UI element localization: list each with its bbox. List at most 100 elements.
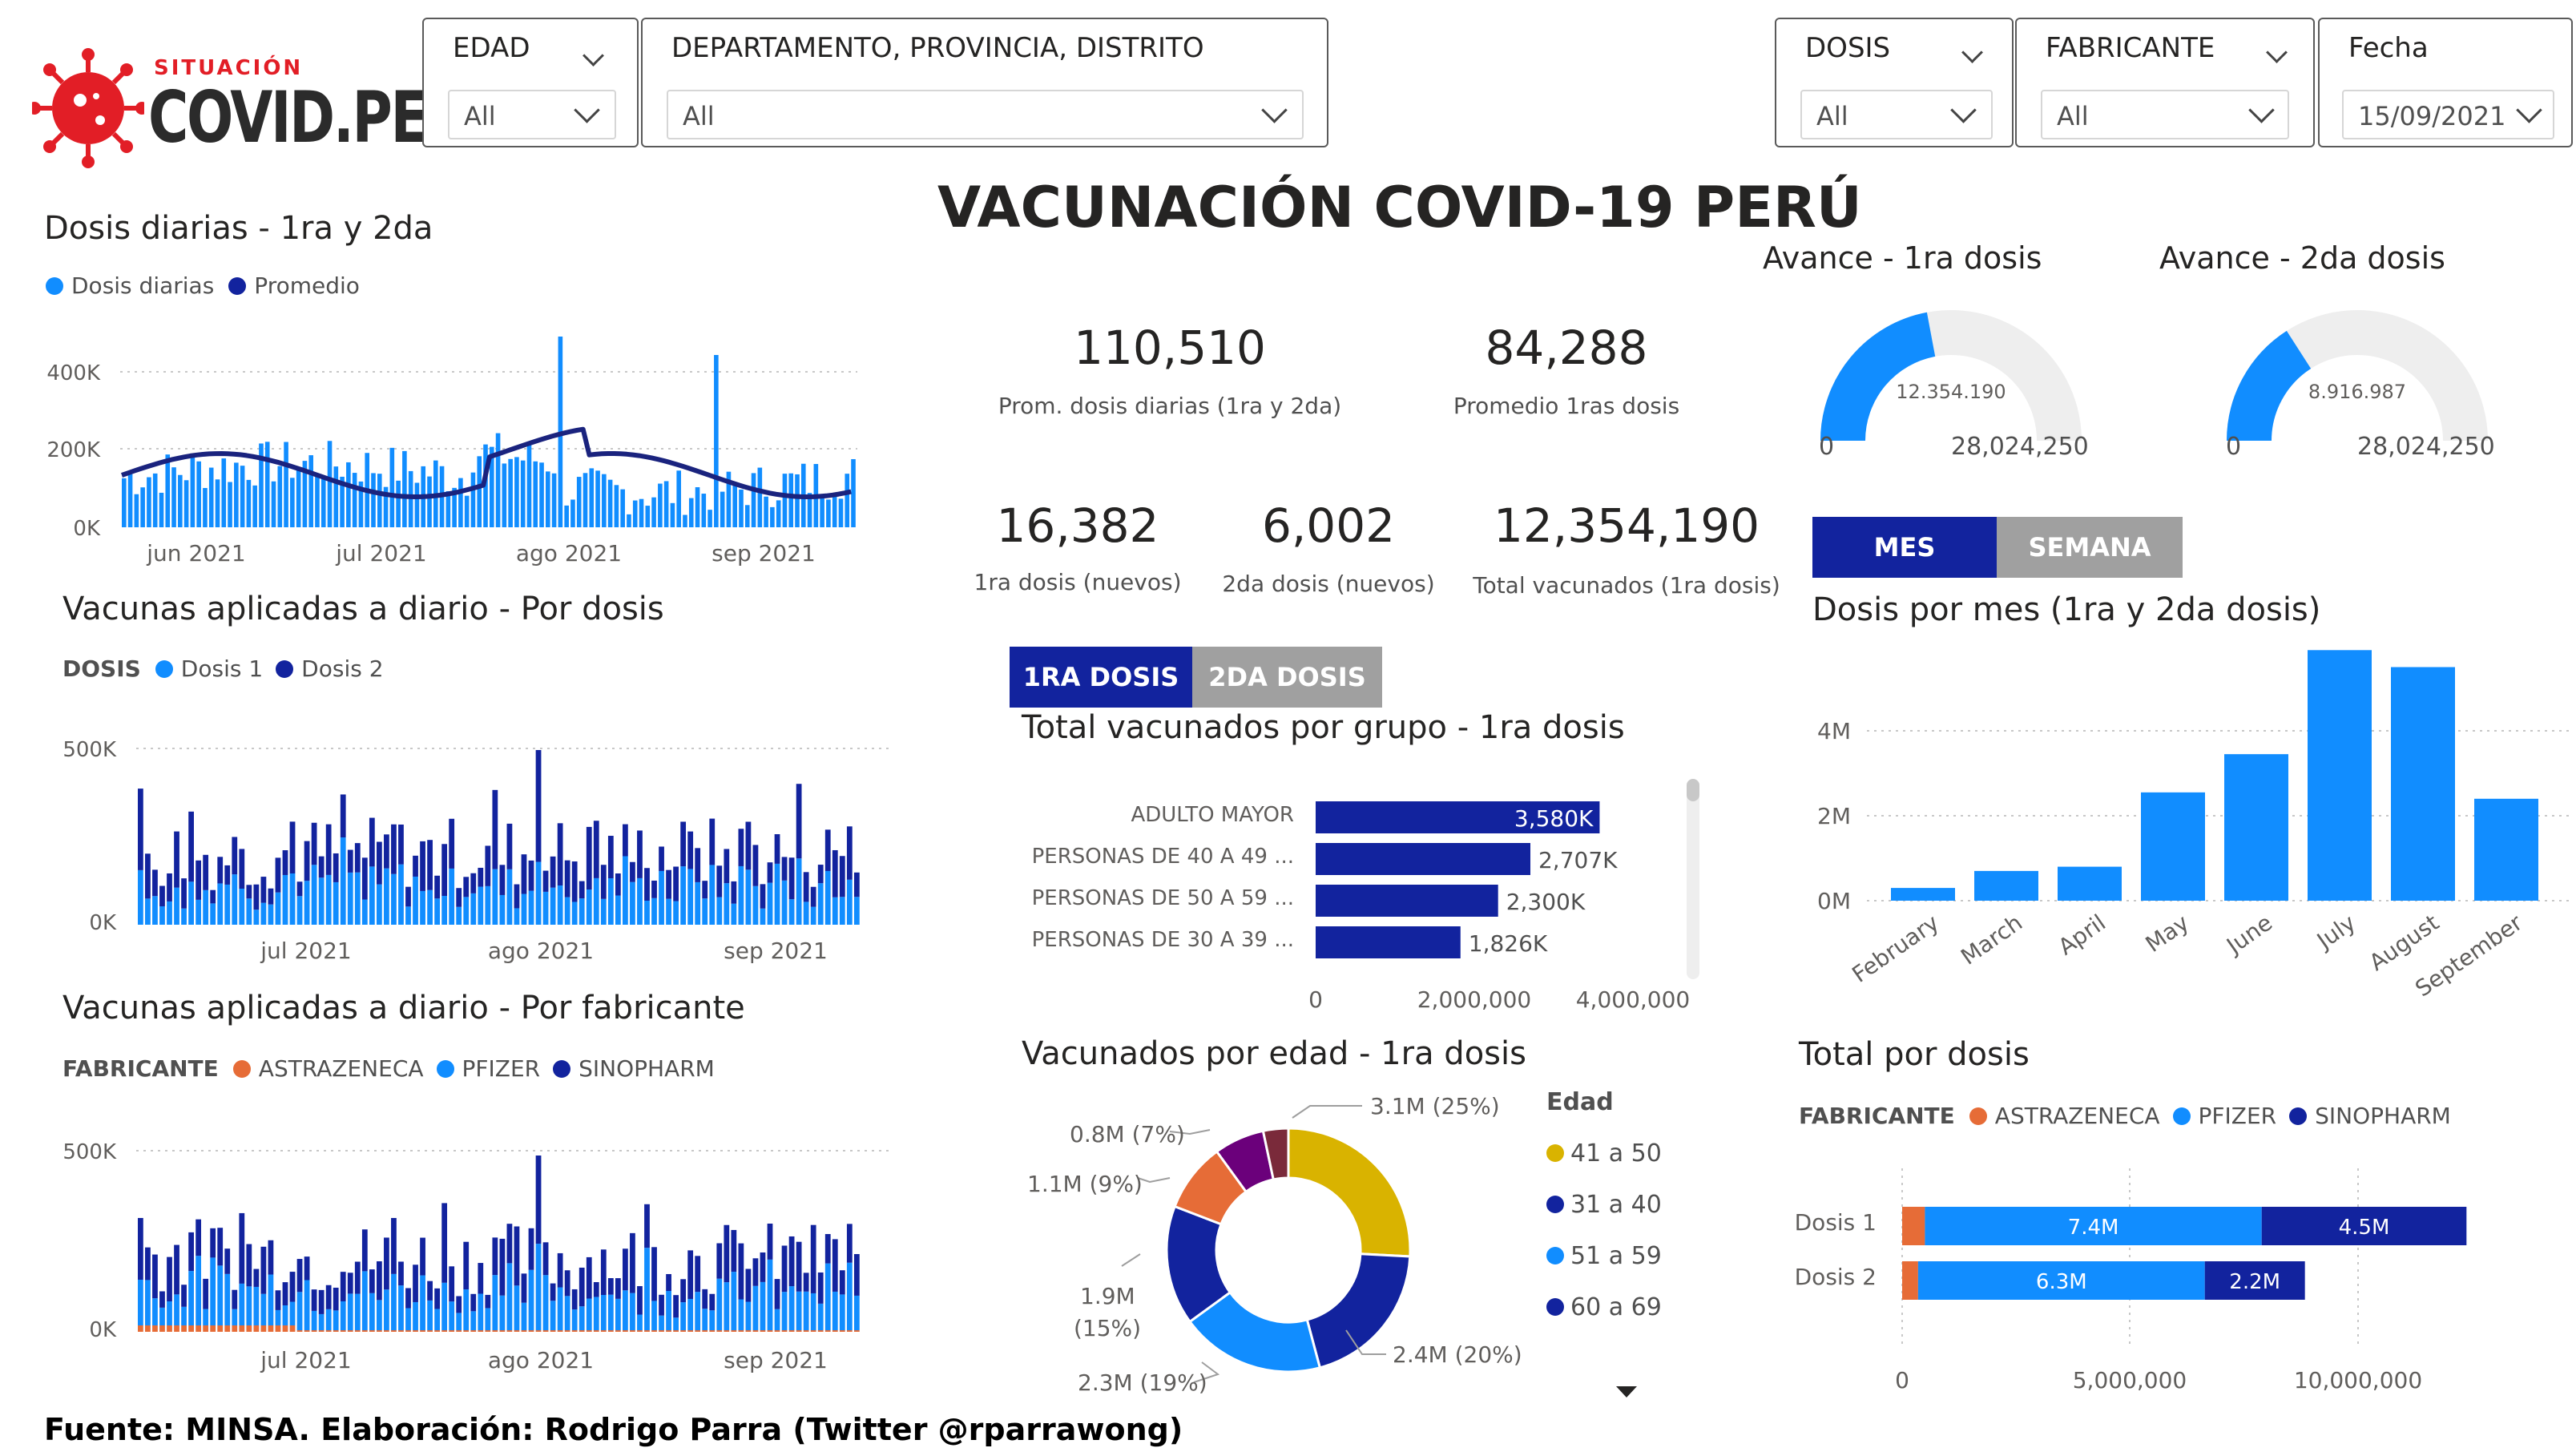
bar xyxy=(271,481,276,527)
bar[interactable] xyxy=(1316,926,1461,958)
legend-label: 41 a 50 xyxy=(1570,1139,1662,1168)
bar[interactable] xyxy=(2474,798,2538,901)
filter-region-label: DEPARTAMENTO, PROVINCIA, DISTRITO xyxy=(671,32,1204,64)
x-tick: jul 2021 xyxy=(260,938,351,964)
y-tick: 0M xyxy=(1817,888,1851,914)
bar xyxy=(663,481,669,527)
bar-segment xyxy=(188,1271,194,1325)
bar-segment xyxy=(239,1212,245,1284)
bar xyxy=(371,473,376,527)
bar-segment xyxy=(391,824,397,874)
filter-dosis-dropdown[interactable]: All xyxy=(1800,90,1993,139)
bar-segment xyxy=(485,1308,491,1330)
bar-segment xyxy=(224,884,231,925)
filter-edad-dropdown[interactable]: All xyxy=(448,90,616,139)
bar-segment xyxy=(630,1293,635,1330)
legend-scroll-down-icon[interactable] xyxy=(1615,1385,1639,1401)
bar[interactable] xyxy=(2141,792,2205,901)
filter-edad[interactable]: EDAD All xyxy=(422,18,639,147)
bar[interactable] xyxy=(2058,866,2122,901)
chevron-down-icon[interactable] xyxy=(583,45,604,67)
donut-slice[interactable] xyxy=(1287,1127,1412,1258)
bar-segment xyxy=(637,1314,643,1330)
bar-segment xyxy=(564,860,570,897)
bar xyxy=(526,442,532,527)
scrollbar[interactable] xyxy=(1687,779,1699,979)
bar-segment xyxy=(318,856,325,878)
bar-segment xyxy=(470,1330,477,1332)
bar-segment xyxy=(152,896,158,925)
bar-segment[interactable] xyxy=(1925,1207,2262,1245)
bar-segment xyxy=(528,1269,534,1330)
bar xyxy=(183,480,189,527)
filter-dosis[interactable]: DOSIS All xyxy=(1775,18,2014,147)
scrollbar-thumb[interactable] xyxy=(1687,779,1699,801)
chevron-down-icon[interactable] xyxy=(2266,42,2288,63)
tab-mes[interactable]: MES xyxy=(1812,517,1997,578)
bar-segment xyxy=(716,897,723,925)
bar xyxy=(490,446,494,527)
filter-fecha-dropdown[interactable]: 15/09/2021 xyxy=(2342,90,2554,139)
chevron-down-icon[interactable] xyxy=(1961,42,1983,63)
bar xyxy=(714,355,719,527)
bar xyxy=(171,467,176,527)
bar-segment xyxy=(470,1293,477,1312)
filter-fecha[interactable]: Fecha 15/09/2021 xyxy=(2318,18,2573,147)
bar-segment xyxy=(427,889,433,925)
bar-segment xyxy=(224,1273,231,1325)
bar-segment xyxy=(506,1330,513,1332)
bar-segment xyxy=(239,1283,245,1325)
bar-segment[interactable] xyxy=(1902,1261,1918,1300)
bar[interactable] xyxy=(2308,650,2372,901)
bar[interactable] xyxy=(1316,885,1498,917)
bar-segment xyxy=(687,869,694,925)
legend-dot xyxy=(1969,1107,1987,1125)
bar-segment xyxy=(167,1256,172,1302)
filter-region[interactable]: DEPARTAMENTO, PROVINCIA, DISTRITO All xyxy=(641,18,1328,147)
bar-segment xyxy=(788,1236,795,1287)
bar[interactable] xyxy=(1316,843,1530,875)
x-tick: 4,000,000 xyxy=(1576,986,1691,1013)
bar[interactable] xyxy=(2224,754,2288,901)
data-label: 2.2M xyxy=(2229,1270,2280,1294)
tab-2da-dosis[interactable]: 2DA DOSIS xyxy=(1192,647,1382,708)
filter-fabricante[interactable]: FABRICANTE All xyxy=(2015,18,2315,147)
bar-segment xyxy=(196,1325,202,1332)
bar[interactable] xyxy=(2391,667,2455,901)
bar xyxy=(346,462,351,527)
bar xyxy=(140,487,145,527)
bar[interactable] xyxy=(1316,801,1600,833)
bar-segment xyxy=(817,865,824,884)
bar-segment[interactable] xyxy=(2204,1261,2305,1300)
bar-segment[interactable] xyxy=(2261,1207,2467,1245)
bar xyxy=(277,466,283,527)
bar-segment xyxy=(514,908,520,925)
bar[interactable] xyxy=(1891,888,1955,901)
tab-semana[interactable]: SEMANA xyxy=(1997,517,2183,578)
bar-segment xyxy=(203,889,209,925)
legend-label: Dosis diarias xyxy=(71,272,215,299)
filter-fecha-value: 15/09/2021 xyxy=(2358,101,2506,131)
bar-segment xyxy=(325,824,332,875)
bar-segment[interactable] xyxy=(1902,1207,1925,1245)
bar-segment xyxy=(188,881,194,925)
bar-segment xyxy=(224,865,231,885)
bar[interactable] xyxy=(1974,870,2038,901)
bar-segment xyxy=(188,1325,194,1332)
tab-1ra-dosis[interactable]: 1RA DOSIS xyxy=(1010,647,1192,708)
bar xyxy=(358,481,364,527)
filter-region-dropdown[interactable]: All xyxy=(667,90,1304,139)
filter-fabricante-dropdown[interactable]: All xyxy=(2041,90,2289,139)
bar-segment xyxy=(289,873,296,925)
chart1-title: Dosis diarias - 1ra y 2da xyxy=(44,210,433,247)
bar xyxy=(620,489,625,527)
kpi-total-value: 12,354,190 xyxy=(1493,498,1760,553)
bar xyxy=(320,478,326,527)
bar xyxy=(252,485,257,527)
donut-slice[interactable] xyxy=(1261,1127,1290,1181)
bar-segment xyxy=(485,1294,491,1309)
bar-segment[interactable] xyxy=(1917,1261,2205,1300)
bar-segment xyxy=(499,865,506,895)
chart3-legend: FABRICANTE ASTRAZENECA PFIZER SINOPHARM xyxy=(62,1055,715,1082)
bar-segment xyxy=(478,1263,484,1294)
